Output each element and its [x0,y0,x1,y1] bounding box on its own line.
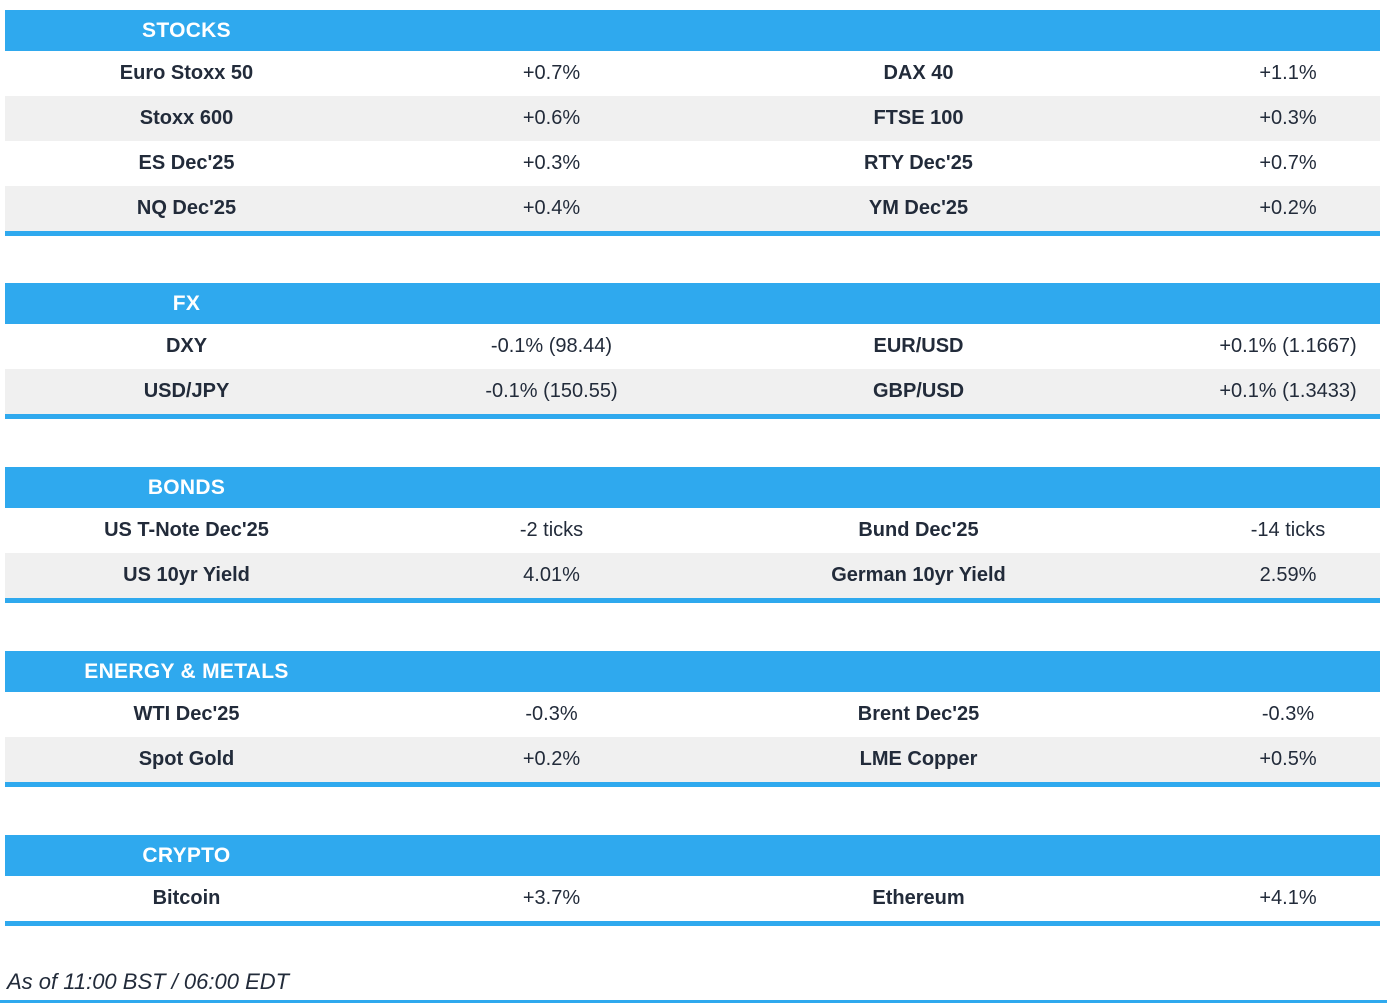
instrument-label: RTY Dec'25 [864,152,973,174]
change-value: +0.4% [522,197,581,219]
change-value: -0.3% [525,703,578,725]
change-value: +0.6% [522,107,581,129]
change-value: -0.1% (98.44) [490,335,613,357]
section-title: FX [172,291,201,315]
change-value: +0.2% [522,748,581,770]
table-row: DXY -0.1% (98.44) EUR/USD +0.1% (1.1667) [5,324,1380,369]
change-value: -0.3% [1261,703,1315,725]
change-value: 4.01% [523,564,580,586]
instrument-label: ES Dec'25 [138,152,235,174]
change-value: +0.1% (1.1667) [1219,335,1357,357]
change-value: +0.3% [1259,107,1317,129]
instrument-label: YM Dec'25 [868,197,969,219]
section-header: STOCKS [5,10,1380,51]
table-row: Stoxx 600 +0.6% FTSE 100 +0.3% [5,96,1380,141]
instrument-label: DAX 40 [883,62,954,84]
instrument-label: DXY [165,335,208,357]
section-title: STOCKS [142,18,231,42]
change-value: +0.2% [1259,197,1317,219]
change-value: 2.59% [1259,564,1317,586]
section-header: BONDS [5,467,1380,508]
section-fx: FX DXY -0.1% (98.44) EUR/USD +0.1% (1.16… [5,283,1380,419]
instrument-label: FTSE 100 [873,107,964,129]
change-value: +0.3% [522,152,581,174]
change-value: +0.7% [522,62,581,84]
timestamp-note: As of 11:00 BST / 06:00 EDT [7,969,290,994]
instrument-label: US T-Note Dec'25 [104,519,269,541]
instrument-label: USD/JPY [143,380,230,402]
section-crypto: CRYPTO Bitcoin +3.7% Ethereum +4.1% [5,835,1380,926]
section-title: ENERGY & METALS [84,659,289,683]
change-value: +0.1% (1.3433) [1219,380,1357,402]
instrument-label: Euro Stoxx 50 [119,62,254,84]
instrument-label: NQ Dec'25 [136,197,237,219]
instrument-label: EUR/USD [873,335,964,357]
instrument-label: Stoxx 600 [139,107,234,129]
bottom-divider [0,1000,1387,1003]
instrument-label: Spot Gold [138,748,235,770]
section-header: ENERGY & METALS [5,651,1380,692]
table-row: Spot Gold +0.2% LME Copper +0.5% [5,737,1380,782]
table-row: WTI Dec'25 -0.3% Brent Dec'25 -0.3% [5,692,1380,737]
instrument-label: LME Copper [859,748,978,770]
section-title: CRYPTO [142,843,231,867]
change-value: +1.1% [1259,62,1317,84]
instrument-label: Ethereum [872,887,965,909]
change-value: +0.7% [1259,152,1317,174]
change-value: +4.1% [1259,887,1317,909]
table-row: USD/JPY -0.1% (150.55) GBP/USD +0.1% (1.… [5,369,1380,414]
table-row: ES Dec'25 +0.3% RTY Dec'25 +0.7% [5,141,1380,186]
table-row: US T-Note Dec'25 -2 ticks Bund Dec'25 -1… [5,508,1380,553]
section-title: BONDS [147,475,226,499]
section-underline [5,414,1380,419]
change-value: -2 ticks [519,519,584,541]
table-row: US 10yr Yield 4.01% German 10yr Yield 2.… [5,553,1380,598]
instrument-label: Bund Dec'25 [858,519,979,541]
section-bonds: BONDS US T-Note Dec'25 -2 ticks Bund Dec… [5,467,1380,603]
instrument-label: WTI Dec'25 [133,703,240,725]
section-header: CRYPTO [5,835,1380,876]
section-underline [5,598,1380,603]
instrument-label: GBP/USD [872,380,965,402]
instrument-label: US 10yr Yield [123,564,250,586]
section-underline [5,921,1380,926]
instrument-label: Bitcoin [152,887,221,909]
instrument-label: German 10yr Yield [831,564,1006,586]
section-energy-metals: ENERGY & METALS WTI Dec'25 -0.3% Brent D… [5,651,1380,787]
change-value: +3.7% [522,887,581,909]
section-underline [5,782,1380,787]
change-value: -14 ticks [1250,519,1326,541]
change-value: +0.5% [1259,748,1317,770]
instrument-label: Brent Dec'25 [857,703,980,725]
change-value: -0.1% (150.55) [485,380,618,402]
table-row: NQ Dec'25 +0.4% YM Dec'25 +0.2% [5,186,1380,231]
section-stocks: STOCKS Euro Stoxx 50 +0.7% DAX 40 +1.1% … [5,10,1380,236]
section-underline [5,231,1380,236]
table-row: Euro Stoxx 50 +0.7% DAX 40 +1.1% [5,51,1380,96]
table-row: Bitcoin +3.7% Ethereum +4.1% [5,876,1380,921]
section-header: FX [5,283,1380,324]
